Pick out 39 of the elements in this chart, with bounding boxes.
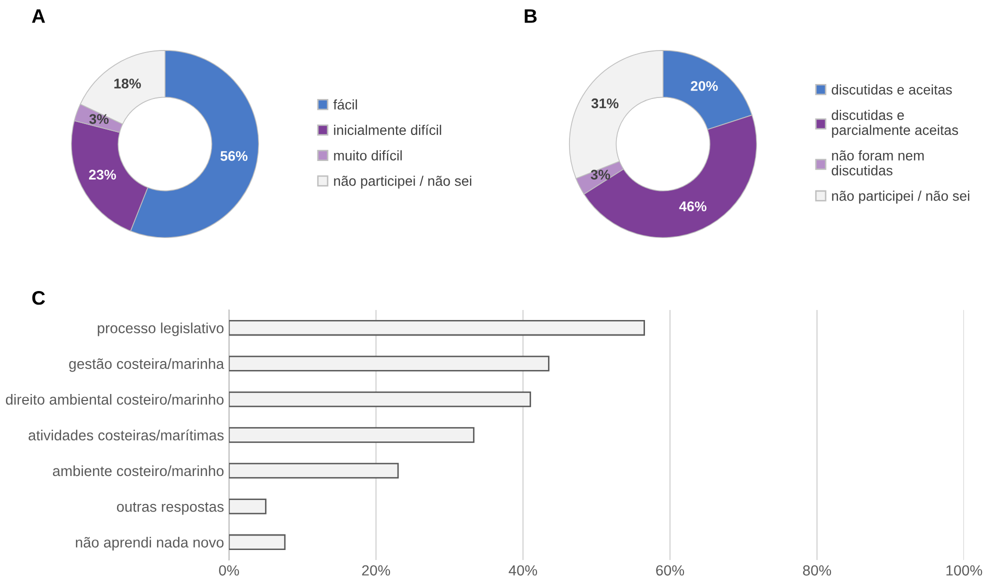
- text: C: [32, 291, 45, 305]
- x-tick-label: 40%: [508, 565, 538, 576]
- bar: [229, 356, 550, 372]
- data-label: 18%: [114, 78, 141, 88]
- data-label: 3%: [89, 114, 109, 124]
- x-tick-label: 100%: [946, 565, 982, 576]
- data-label: 46%: [679, 201, 706, 212]
- legend-label: discutidas e aceitas: [832, 84, 952, 95]
- legend-label: não participei / não sei: [334, 176, 472, 189]
- y-tick-label: direito ambiental costeiro/marinho: [6, 394, 224, 405]
- y-tick-label: outras respostas: [116, 502, 224, 515]
- bar: [229, 427, 474, 443]
- bar: [229, 498, 266, 514]
- y-tick-label: processo legislativo: [98, 322, 224, 336]
- bar: [229, 534, 286, 550]
- data-label: 56%: [220, 151, 248, 161]
- legend-label: muito difícil: [334, 150, 402, 160]
- x-tick-label: 80%: [803, 565, 832, 576]
- chart-title: B: [524, 9, 537, 23]
- y-tick-label: não aprendi nada novo: [76, 536, 224, 550]
- legend-label: discutidas e parcialmente aceitas: [832, 110, 958, 138]
- x-tick-label: 0%: [219, 565, 240, 576]
- x-tick-label: 60%: [656, 565, 684, 576]
- data-label: 23%: [89, 170, 116, 180]
- legend-label: fácil: [333, 99, 357, 110]
- legend-label: não foram nem discutidas: [832, 150, 924, 176]
- chart-title: A: [32, 9, 46, 23]
- y-tick-label: atividades costeiras/marítimas: [28, 430, 224, 440]
- legend-label: não participei / não sei: [832, 190, 970, 204]
- bar: [229, 320, 645, 336]
- y-tick-label: ambiente costeiro/marinho: [52, 465, 224, 476]
- data-label: 20%: [690, 81, 718, 91]
- y-tick-label: gestão costeira/marinha: [69, 358, 224, 372]
- data-label: 3%: [590, 170, 610, 180]
- data-label: 31%: [591, 98, 618, 108]
- bar: [229, 462, 399, 479]
- x-tick-label: 20%: [362, 565, 390, 576]
- legend-label: inicialmente difícil: [334, 124, 442, 136]
- bar: [229, 391, 532, 408]
